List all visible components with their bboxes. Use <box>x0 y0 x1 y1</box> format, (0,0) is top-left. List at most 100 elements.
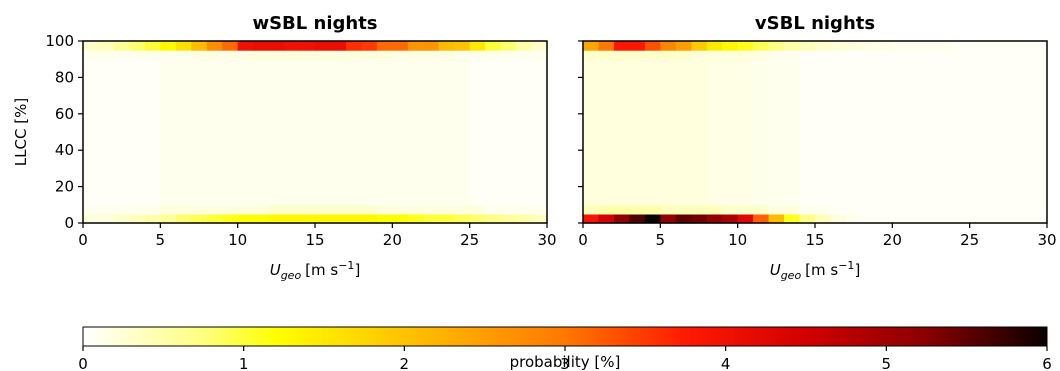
heatmap-cell <box>516 204 533 215</box>
heatmap-cell <box>830 41 847 51</box>
heatmap-cell <box>361 59 378 206</box>
heatmap-cell <box>175 204 192 215</box>
heatmap-cell <box>345 213 362 224</box>
heatmap-cell <box>206 204 223 215</box>
heatmap-cell <box>98 50 115 60</box>
colorbar-ticks: 0 1 2 3 4 5 6 <box>78 346 1052 371</box>
heatmap-cell <box>876 59 893 206</box>
heatmap-cell <box>907 59 924 206</box>
heatmap-cell <box>706 204 723 215</box>
y-tick-label: 20 <box>55 178 74 196</box>
heatmap-cell <box>191 213 208 224</box>
colorbar-label: probability [%] <box>510 353 621 371</box>
heatmap-cell <box>1000 213 1017 224</box>
heatmap-cell <box>361 213 378 224</box>
heatmap-cell <box>299 59 316 206</box>
heatmap-cell <box>1000 50 1017 60</box>
x-tick-label: 20 <box>383 231 402 249</box>
heatmap-cell <box>613 59 630 206</box>
heatmap-cell <box>629 41 646 51</box>
heatmap-cell <box>938 50 955 60</box>
x-label-main: U <box>270 261 281 279</box>
colorbar-tick-label: 1 <box>239 355 249 371</box>
heatmap-cell <box>129 50 146 60</box>
heatmap-cell <box>392 41 409 51</box>
heatmap-cell <box>722 41 739 51</box>
heatmap-cell <box>237 50 254 60</box>
heatmap-cell <box>330 41 347 51</box>
heatmap-cell <box>345 59 362 206</box>
heatmap-cell <box>330 213 347 224</box>
heatmap-cell <box>516 213 533 224</box>
heatmap-cell <box>469 41 486 51</box>
heatmap-cell <box>644 41 661 51</box>
x-label-unit: [m s <box>805 261 838 279</box>
heatmap-cell <box>907 41 924 51</box>
heatmap-cell <box>598 41 615 51</box>
heatmap-cell <box>485 50 502 60</box>
heatmap-cell <box>330 59 347 206</box>
heatmap-cell <box>969 213 986 224</box>
heatmap-cell <box>144 204 161 215</box>
heatmap-cell <box>454 213 471 224</box>
heatmap-panel-wsbl: wSBL nights 0 5 10 15 20 25 30 0 20 40 60 80 100 Ug… <box>12 13 557 282</box>
heatmap-cell <box>98 204 115 215</box>
heatmap-cell <box>985 41 1002 51</box>
x-ticks-wsbl: 0 5 10 15 20 25 30 <box>78 223 557 249</box>
x-tick-label: 5 <box>656 231 666 249</box>
heatmap-cell <box>876 41 893 51</box>
heatmap-cell <box>284 50 301 60</box>
heatmap-cell <box>144 50 161 60</box>
heatmap-cell <box>454 59 471 206</box>
heatmap-cell <box>985 204 1002 215</box>
x-axis-label-wsbl: Ugeo [m s−1] <box>270 259 361 282</box>
heatmap-cell <box>423 50 440 60</box>
heatmap-cell <box>299 204 316 215</box>
y-ticks-wsbl: 0 20 40 60 80 100 <box>45 32 83 232</box>
heatmap-cells-wsbl <box>83 41 548 224</box>
heatmap-cell <box>861 213 878 224</box>
heatmap-cell <box>799 50 816 60</box>
heatmap-cell <box>830 204 847 215</box>
heatmap-cell <box>938 204 955 215</box>
heatmap-cell <box>113 204 130 215</box>
heatmap-cell <box>454 50 471 60</box>
heatmap-cell <box>768 59 785 206</box>
heatmap-cell <box>423 204 440 215</box>
heatmap-cell <box>753 41 770 51</box>
heatmap-cell <box>438 59 455 206</box>
heatmap-cell <box>892 59 909 206</box>
x-tick-label: 0 <box>578 231 588 249</box>
heatmap-cell <box>845 50 862 60</box>
heatmap-cell <box>691 213 708 224</box>
heatmap-cell <box>469 59 486 206</box>
heatmap-cell <box>531 213 548 224</box>
panel-title-wsbl: wSBL nights <box>252 13 377 34</box>
heatmap-cell <box>144 41 161 51</box>
heatmap-cell <box>985 213 1002 224</box>
heatmap-cell <box>1031 41 1048 51</box>
heatmap-cell <box>861 204 878 215</box>
heatmap-cell <box>907 204 924 215</box>
heatmap-cell <box>1016 213 1033 224</box>
heatmap-cell <box>253 41 270 51</box>
heatmap-cell <box>1031 59 1048 206</box>
heatmap-cell <box>969 50 986 60</box>
heatmap-cell <box>845 213 862 224</box>
x-tick-label: 15 <box>305 231 324 249</box>
heatmap-cell <box>1000 204 1017 215</box>
heatmap-cell <box>206 59 223 206</box>
heatmap-cell <box>299 41 316 51</box>
heatmap-cell <box>583 213 600 224</box>
heatmap-cell <box>1016 204 1033 215</box>
x-tick-label: 20 <box>883 231 902 249</box>
x-label-exp: −1 <box>338 259 354 272</box>
heatmap-cell <box>815 50 832 60</box>
heatmap-cell <box>222 213 239 224</box>
heatmap-cell <box>907 50 924 60</box>
x-ticks-vsbl: 0 5 10 15 20 25 30 <box>578 223 1057 249</box>
y-ticks-vsbl <box>578 40 583 224</box>
heatmap-cell <box>1031 50 1048 60</box>
heatmap-cell <box>598 204 615 215</box>
heatmap-cell <box>315 204 332 215</box>
